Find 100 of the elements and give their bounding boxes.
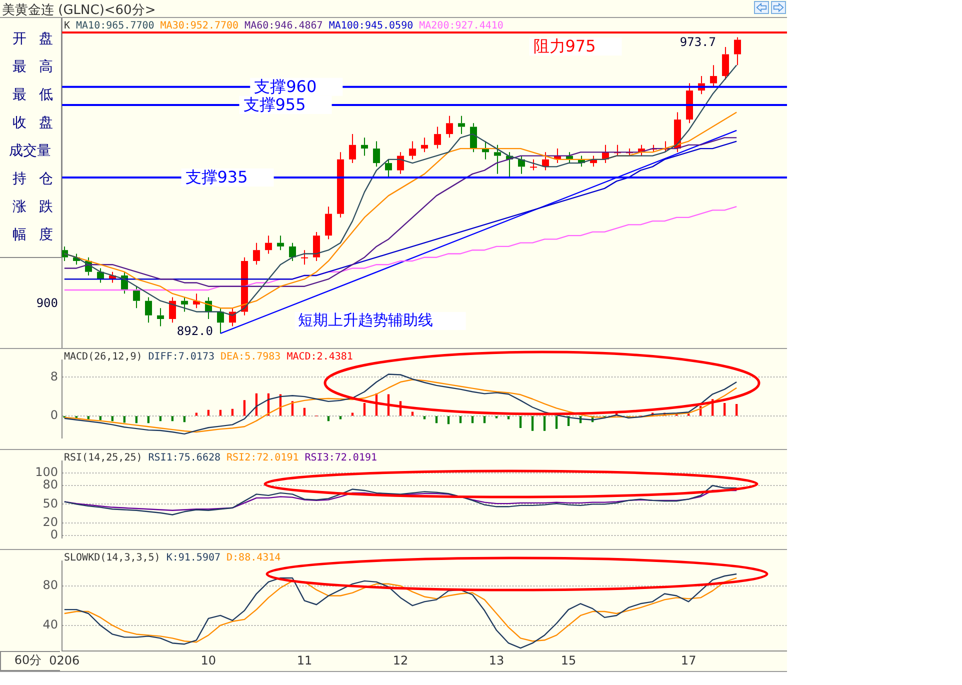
text: RSI3:72.0191 bbox=[304, 452, 378, 464]
candlestick bbox=[157, 308, 164, 327]
y-tick-label: 0 bbox=[50, 527, 58, 542]
bar bbox=[531, 416, 534, 431]
bar bbox=[303, 408, 306, 416]
bar bbox=[363, 403, 366, 416]
text: D:88.4314 bbox=[226, 552, 281, 564]
legend-title: RSI(14,25,25) bbox=[64, 452, 142, 464]
legend-title: MACD(26,12,9) bbox=[64, 352, 142, 363]
candlestick bbox=[145, 296, 152, 324]
candlestick bbox=[458, 115, 465, 135]
x-tick-label: 12 bbox=[392, 653, 408, 668]
candlestick bbox=[446, 115, 453, 138]
text: K:91.5907 bbox=[166, 552, 221, 564]
ref-line-label: 支撑935 bbox=[185, 168, 248, 187]
legend-title: SLOWKD(14,3,3,5) bbox=[64, 552, 160, 564]
bar bbox=[171, 416, 174, 422]
candlestick bbox=[277, 235, 284, 251]
bar bbox=[543, 416, 546, 431]
annotation: 最高 bbox=[12, 58, 66, 76]
candlestick bbox=[253, 242, 260, 266]
candlestick bbox=[421, 137, 428, 153]
bar bbox=[471, 416, 474, 424]
bar bbox=[147, 416, 150, 424]
x-tick-label: 11 bbox=[296, 653, 312, 668]
y-tick-label: 8 bbox=[50, 369, 58, 384]
annotation: 持仓 bbox=[12, 170, 66, 188]
candlestick bbox=[734, 36, 741, 66]
text: MA10:965.7700 bbox=[76, 20, 154, 32]
text: MA30:952.7700 bbox=[160, 20, 239, 32]
bar bbox=[111, 416, 114, 422]
candlestick bbox=[686, 82, 693, 124]
bar bbox=[555, 416, 558, 429]
candlestick bbox=[265, 235, 272, 254]
candlestick bbox=[361, 137, 368, 156]
x-tick-label: 13 bbox=[488, 653, 504, 668]
text: 900 bbox=[36, 296, 58, 310]
text: RSI1:75.6628 bbox=[148, 452, 221, 464]
candlestick bbox=[373, 140, 380, 168]
annotation: 收盘 bbox=[12, 114, 66, 132]
candlestick bbox=[289, 242, 296, 262]
candlestick bbox=[349, 134, 356, 164]
chart-title: 美黄金连 (GLNC)<60分> bbox=[2, 2, 156, 19]
x-tick-label: 17 bbox=[680, 653, 696, 668]
bar bbox=[243, 400, 246, 416]
y-tick-label: 20 bbox=[42, 514, 58, 529]
bar bbox=[231, 408, 234, 416]
candlestick bbox=[470, 122, 477, 153]
bar bbox=[459, 416, 462, 424]
bar bbox=[219, 410, 222, 416]
text: MA200:927.4410 bbox=[419, 20, 504, 32]
ref-line-label: 支撑955 bbox=[243, 95, 306, 114]
candlestick bbox=[434, 126, 441, 150]
bar bbox=[411, 412, 414, 416]
bar bbox=[519, 416, 522, 428]
annotation: 涨跌 bbox=[12, 198, 66, 216]
x-tick-label: 15 bbox=[560, 653, 576, 668]
candlestick bbox=[710, 64, 717, 88]
bar bbox=[195, 412, 198, 416]
x-axis-title: 60分 bbox=[14, 653, 42, 668]
y-tick-label: 80 bbox=[42, 478, 58, 492]
annotation: 幅度 bbox=[12, 226, 66, 244]
x-tick-label: 10 bbox=[200, 653, 216, 668]
bar bbox=[183, 416, 186, 422]
text: DEA:5.7983 bbox=[220, 352, 281, 363]
y-tick-label: 100 bbox=[35, 465, 58, 480]
candlestick bbox=[722, 46, 729, 80]
bar bbox=[99, 416, 102, 420]
series-label: 短期上升趋势辅助线 bbox=[298, 310, 433, 329]
y-tick-label: 80 bbox=[42, 578, 58, 592]
y-tick-label: 50 bbox=[42, 496, 58, 510]
candlestick bbox=[313, 231, 320, 262]
ref-line-label: 阻力975 bbox=[533, 36, 596, 56]
y-tick-label: 40 bbox=[42, 617, 58, 632]
candlestick bbox=[301, 250, 308, 266]
bar bbox=[736, 404, 738, 416]
candlestick bbox=[337, 152, 344, 218]
bar bbox=[207, 410, 210, 416]
candlestick bbox=[217, 308, 224, 334]
candlestick bbox=[181, 296, 188, 312]
annotation: 最低 bbox=[12, 86, 66, 104]
y-tick-label: 0 bbox=[50, 408, 58, 422]
text: DIFF:7.0173 bbox=[148, 352, 214, 363]
legend-label: RSI2:72.0191 bbox=[226, 452, 299, 464]
candlestick bbox=[325, 206, 332, 240]
bar bbox=[483, 416, 486, 424]
candlestick bbox=[385, 158, 392, 178]
text: MACD:2.4381 bbox=[286, 352, 353, 363]
ref-line-label: 支撑960 bbox=[254, 77, 317, 96]
candlestick bbox=[169, 296, 176, 324]
annotation: 开盘 bbox=[12, 30, 66, 48]
candlestick bbox=[409, 140, 416, 160]
candlestick bbox=[133, 286, 140, 309]
candlestick bbox=[494, 144, 501, 174]
text: 成交量 bbox=[8, 142, 52, 160]
bar bbox=[159, 416, 162, 422]
candlestick bbox=[397, 152, 404, 174]
bar bbox=[435, 416, 438, 424]
bar bbox=[447, 416, 450, 424]
x-tick-label: 0206 bbox=[49, 653, 80, 668]
